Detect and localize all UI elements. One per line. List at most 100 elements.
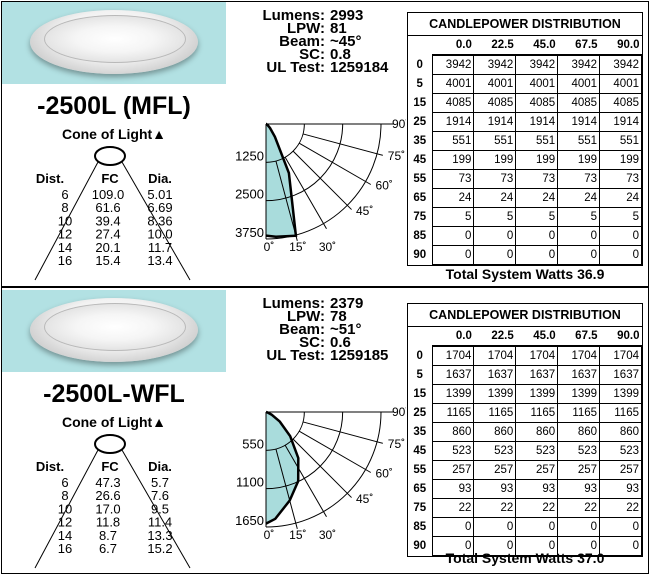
candela-value: 73 [473,169,517,189]
candela-value: 5 [557,207,601,227]
candela-value: 24 [431,188,475,208]
corner-cell [408,36,432,55]
candela-value: 1637 [473,365,517,385]
cone-header-dia: Dia. [148,459,172,474]
candlepower-row: 75 5 5 5 5 5 [408,207,642,227]
product-photo [2,2,226,84]
candela-value: 5 [599,207,642,227]
spec-row-ul-test: UL Test: 1259184 [266,59,389,76]
vertical-angle-label: 55 [413,173,427,185]
cone-distance: 6 [61,475,68,490]
candela-value: 199 [431,150,475,170]
cone-right-edge [121,161,191,281]
cone-footcandles: 27.4 [95,227,120,242]
candela-axis-label: 1100 [236,475,264,490]
cone-distance: 12 [58,227,72,242]
candela-value: 1165 [431,403,475,423]
plane-header: 22.5 [473,36,516,56]
spec-row-sc: SC: 0.8 [299,46,351,63]
degree-label: 15˚ [289,240,306,254]
candela-value: 523 [515,441,559,461]
total-system-watts: Total System Watts 37.0 [445,550,605,566]
candela-value: 1914 [599,112,642,132]
candela-value: 22 [557,498,601,518]
candela-value: 73 [515,169,559,189]
cone-footcandles: 47.3 [95,475,120,490]
vertical-angle-label: 5 [416,78,423,90]
candlepower-row: 75 22 22 22 22 22 [408,498,642,518]
candela-value: 1399 [599,384,642,404]
candela-value: 93 [557,479,601,499]
cone-diameter: 10.0 [147,227,172,242]
cone-footcandles: 17.0 [95,501,120,516]
angle-label: 60˚ [376,467,393,481]
vertical-angle-label: 75 [413,502,427,514]
candela-value: 73 [431,169,475,189]
candela-value: 0 [515,245,559,265]
cone-footcandles: 26.6 [95,488,120,503]
candela-value: 199 [473,150,517,170]
angle-ray [284,156,327,230]
candela-value: 0 [515,226,559,246]
candela-value: 4001 [557,74,601,94]
angle-ray [292,438,352,498]
candela-value: 4001 [473,74,517,94]
candlepower-row: 5 1637 1637 1637 1637 1637 [408,365,642,385]
spec-row-lpw: LPW: 81 [286,20,347,37]
candela-value: 0 [431,226,475,246]
product-section-mfl: -2500L (MFL) Cone of Light▲ Dist. FC Dia… [0,0,649,286]
candela-value: 199 [557,150,601,170]
total-system-watts: Total System Watts 36.9 [445,266,605,282]
cone-distance: 16 [58,253,72,268]
candela-curve [265,122,298,239]
degree-label: 30˚ [319,240,336,254]
product-section-wfl: -2500L-WFL Cone of Light▲ Dist. FC Dia. … [0,288,649,574]
candlepower-title: CANDLEPOWER DISTRIBUTION [408,304,642,327]
candela-value: 860 [431,422,475,442]
cone-distance: 8 [61,200,68,215]
candlepower-row: 90 0 0 0 0 0 [408,536,642,556]
candlepower-row: 35 551 551 551 551 551 [408,131,642,151]
candela-value: 860 [515,422,559,442]
photometric-specs: Lumens: 2993 LPW: 81 Beam: ~45° SC: 0.8 UL T… [232,8,404,76]
candlepower-row: 0 1704 1704 1704 1704 1704 [408,345,642,366]
candela-value: 3942 [557,54,601,75]
vertical-angle-label: 45 [413,154,427,166]
vertical-angle-label: 0 [416,349,423,362]
candela-value: 93 [431,479,475,499]
angle-ray [302,421,384,444]
candela-value: 523 [473,441,517,461]
candela-value: 1165 [599,403,642,423]
candela-value: 0 [515,517,559,537]
candlepower-table-box: CANDLEPOWER DISTRIBUTION 0.0 22.5 45.0 6… [407,303,643,557]
cone-distance: 6 [61,187,68,202]
plane-header: 0.0 [432,327,474,347]
candela-value: 523 [557,441,601,461]
candela-value: 860 [473,422,517,442]
cone-header-dist: Dist. [36,459,64,474]
candela-value: 0 [473,245,517,265]
candela-value: 24 [515,188,559,208]
candela-value: 0 [599,226,642,246]
candela-value: 24 [599,188,642,208]
cone-distance: 14 [58,528,72,543]
candlepower-title: CANDLEPOWER DISTRIBUTION [408,13,642,36]
vertical-angle-label: 25 [413,116,427,128]
candlepower-table: 0.0 22.5 45.0 67.5 90.0 0 3942 3942 3942 394… [408,36,642,265]
cone-right-edge [121,449,191,569]
cone-of-light-diagram: Dist. FC Dia. 6 109.0 5.01 8 61.6 6.69 10 39.4 8… [34,146,191,281]
candlepower-row: 0 3942 3942 3942 3942 3942 [408,54,642,75]
spec-row-ul-test: UL Test: 1259185 [266,347,389,364]
candlepower-row: 15 4085 4085 4085 4085 4085 [408,93,642,113]
candlepower-row: 65 24 24 24 24 24 [408,188,642,208]
candlepower-row: 85 0 0 0 0 0 [408,226,642,246]
candela-value: 1165 [557,403,601,423]
model-number: -2500L (MFL) [37,92,191,120]
model-number: -2500L-WFL [43,380,185,408]
candela-value: 0 [599,536,642,556]
candela-value: 1399 [515,384,559,404]
candela-value: 4085 [515,93,559,113]
candela-value: 5 [515,207,559,227]
cone-footcandles: 15.4 [95,253,120,268]
